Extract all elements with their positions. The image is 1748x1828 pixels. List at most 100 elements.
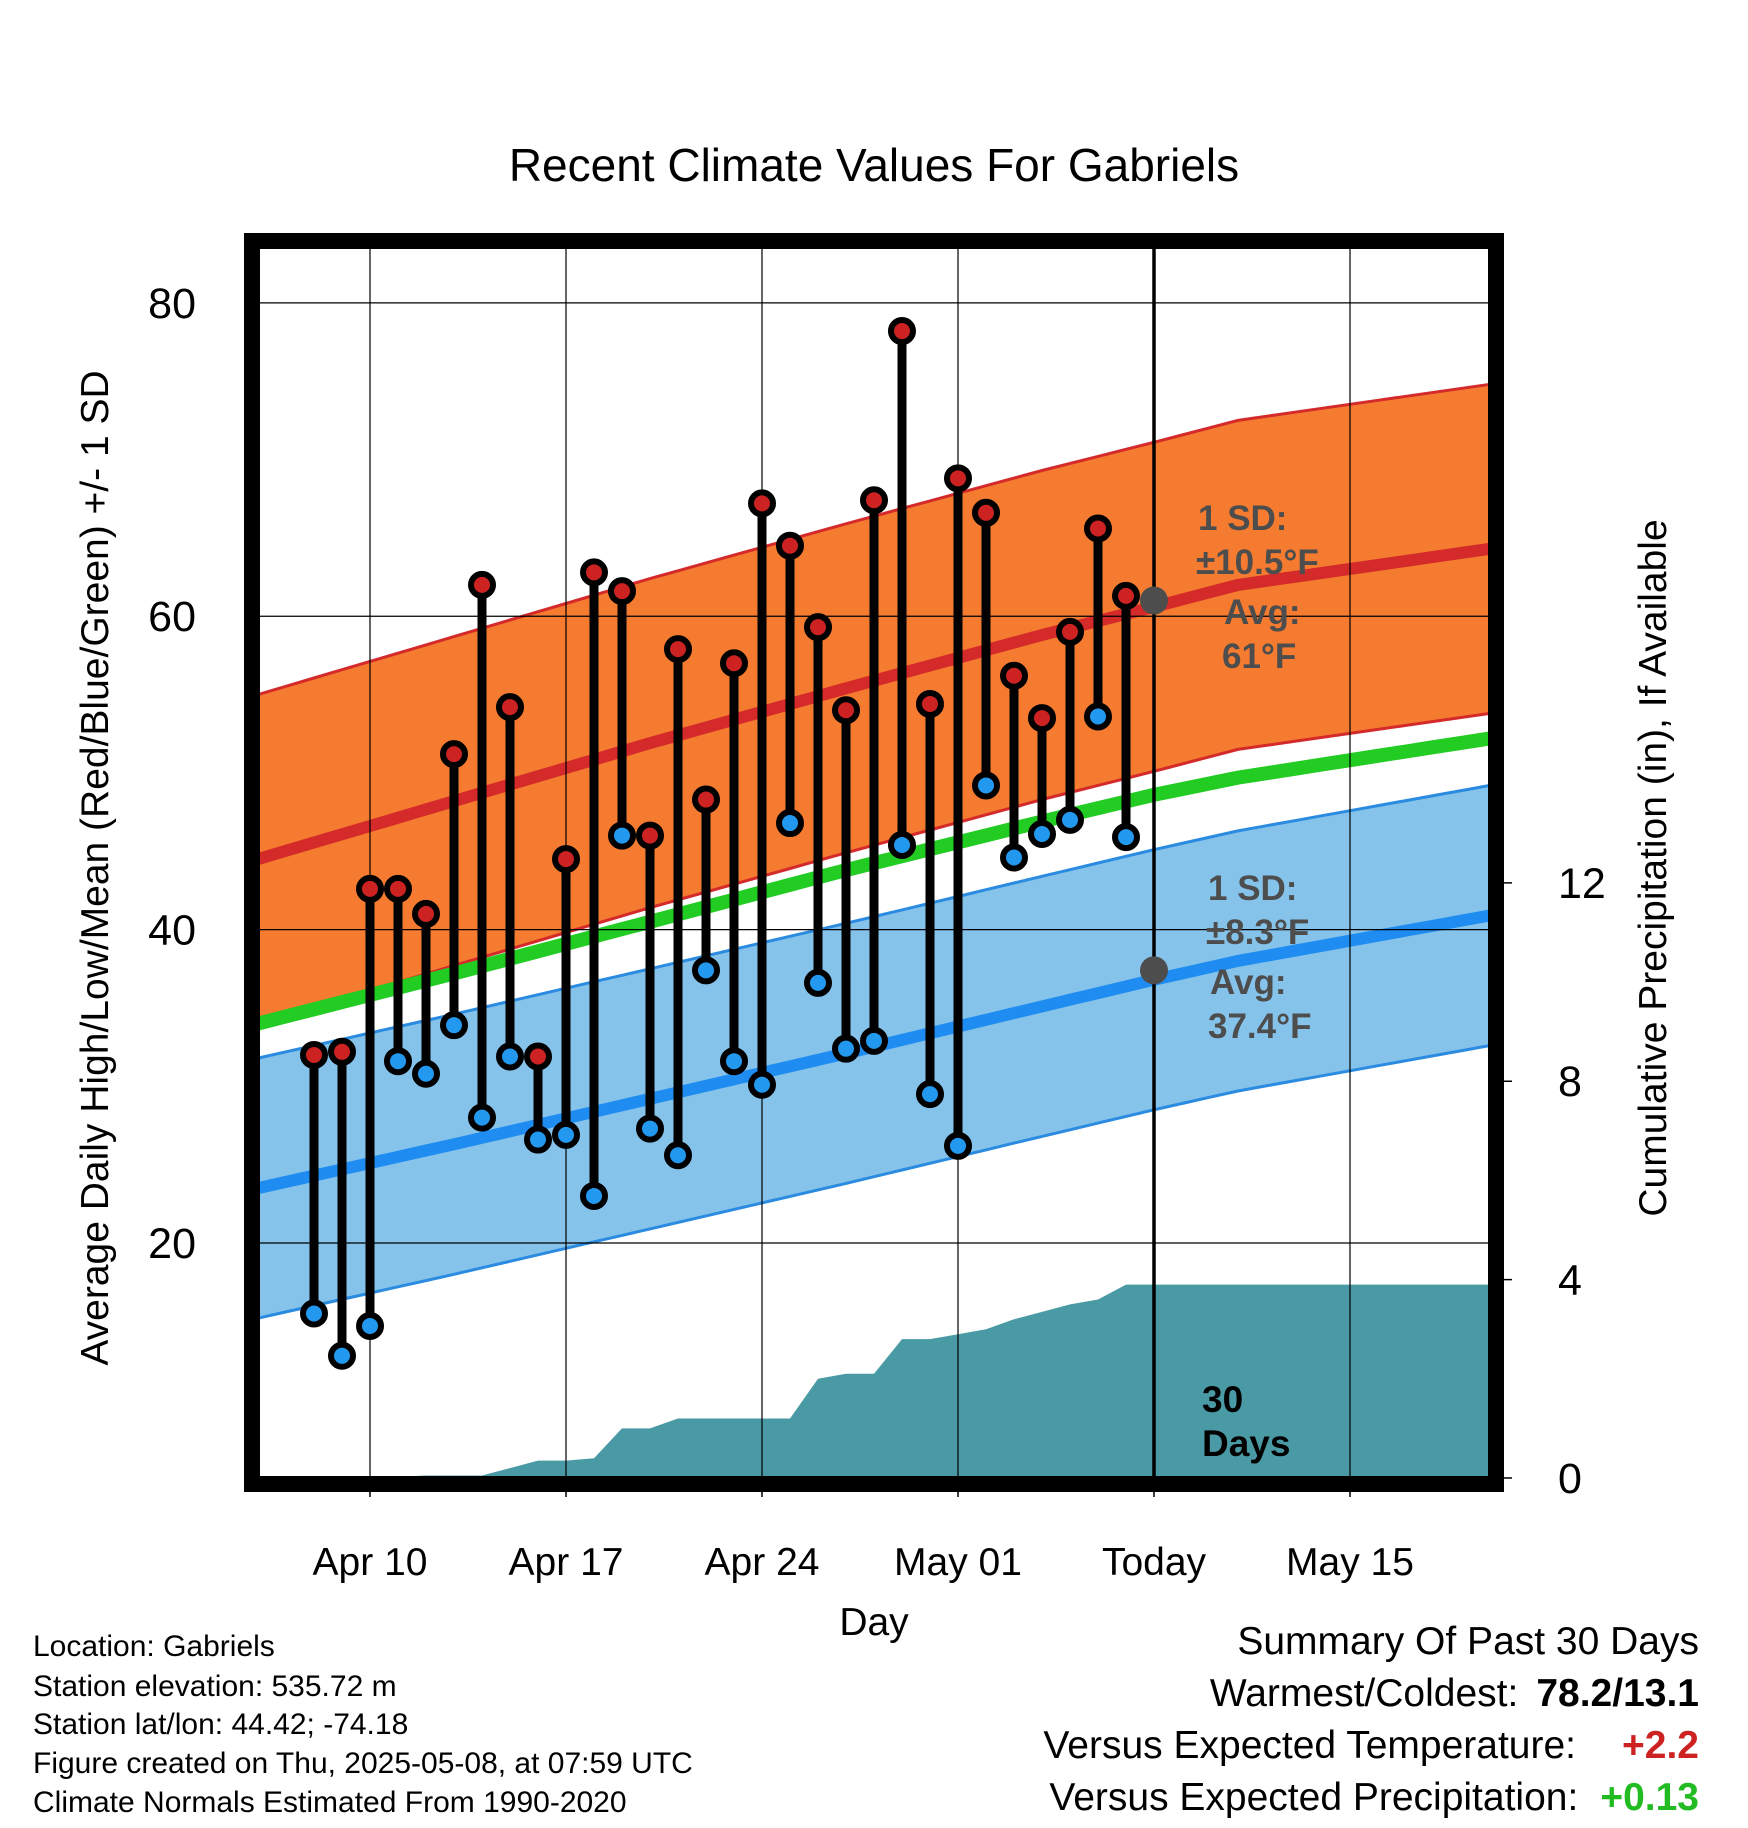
daily-low-point [328, 1341, 356, 1370]
low-avg-label: Avg: [1210, 963, 1286, 1002]
y-tick-label-right: 0 [1558, 1455, 1582, 1503]
precipitation-area [258, 1284, 1490, 1478]
daily-high-point [328, 1037, 356, 1066]
y-tick-label-right: 8 [1558, 1058, 1582, 1106]
axis-ticks: 20 40 60 80 0 4 8 12 Apr 10 Apr 17 Apr 24 May 01 Tod… [148, 280, 1606, 1584]
daily-low-point [748, 1070, 776, 1099]
plot-frame [244, 233, 1504, 1492]
daily-range-bars [309, 331, 1131, 1356]
daily-high-point [804, 613, 832, 642]
daily-high-point [748, 489, 776, 518]
daily-low-point [468, 1103, 496, 1132]
daily-high-point [916, 689, 944, 718]
y-tick-label-left: 20 [148, 1220, 196, 1268]
daily-high-point [524, 1042, 552, 1071]
daily-low-point [776, 809, 804, 838]
summary-temperature: Versus Expected Temperature: +2.2 [1043, 1724, 1699, 1768]
precip-value: +0.13 [1600, 1776, 1699, 1819]
daily-high-point [1056, 617, 1084, 646]
warm-cold-label: Warmest/Coldest: [1209, 1672, 1519, 1715]
daily-high-point [664, 635, 692, 664]
daily-low-point [692, 956, 720, 985]
daily-low-point [972, 771, 1000, 800]
summary-precipitation: Versus Expected Precipitation: +0.13 [1049, 1776, 1699, 1820]
normals-period: Climate Normals Estimated From 1990-2020 [33, 1786, 627, 1819]
daily-high-point [300, 1040, 328, 1069]
period-unit: Days [1202, 1423, 1290, 1464]
y-tick-label-left: 60 [148, 593, 196, 641]
daily-high-point [692, 785, 720, 814]
daily-high-point [552, 845, 580, 874]
daily-high-point [636, 821, 664, 850]
chart-title: Recent Climate Values For Gabriels [509, 139, 1239, 191]
y-axis-label-left: Average Daily High/Low/Mean (Red/Blue/Gr… [74, 370, 117, 1365]
warm-cold-value: 78.2/13.1 [1536, 1672, 1699, 1715]
daily-high-point [1028, 704, 1056, 733]
y-tick-label-left: 40 [148, 907, 196, 955]
daily-low-point [384, 1047, 412, 1076]
x-tick-label: May 01 [894, 1541, 1022, 1584]
daily-high-point [944, 464, 972, 493]
x-axis-label: Day [839, 1601, 909, 1644]
daily-high-point [832, 696, 860, 725]
daily-high-point [580, 558, 608, 587]
precip-label: Versus Expected Precipitation: [1049, 1776, 1579, 1819]
daily-high-point [720, 649, 748, 678]
x-tick-label: Today [1102, 1541, 1207, 1584]
daily-temperature-points [300, 317, 1140, 1370]
daily-low-point [888, 830, 916, 859]
temp-value: +2.2 [1622, 1724, 1699, 1767]
summary-warm-cold: Warmest/Coldest: 78.2/13.1 [1210, 1672, 1699, 1716]
plot-border [244, 233, 1504, 1492]
y-tick-label-right: 4 [1558, 1257, 1582, 1305]
high-sd-label: 1 SD: [1198, 499, 1287, 538]
today-high-avg-marker [1140, 586, 1168, 615]
daily-high-point [776, 531, 804, 560]
daily-low-point [440, 1011, 468, 1040]
x-tick-label: Apr 17 [509, 1541, 624, 1584]
daily-high-point [496, 693, 524, 722]
high-avg-value: 61°F [1222, 637, 1296, 676]
station-latlon: Station lat/lon: 44.42; -74.18 [33, 1708, 409, 1741]
daily-high-point [468, 570, 496, 599]
daily-low-point [832, 1034, 860, 1063]
daily-high-point [1000, 661, 1028, 690]
daily-low-point [412, 1059, 440, 1088]
daily-high-point [384, 874, 412, 903]
daily-low-point [300, 1299, 328, 1328]
temp-label: Versus Expected Temperature: [1043, 1724, 1576, 1767]
daily-high-point [888, 317, 916, 346]
figure-created: Figure created on Thu, 2025-05-08, at 07… [33, 1747, 693, 1780]
daily-low-point [356, 1312, 384, 1341]
low-sd-label: 1 SD: [1208, 869, 1297, 908]
daily-high-point [608, 577, 636, 606]
x-tick-label: Apr 24 [705, 1541, 820, 1584]
precipitation-fill [258, 1284, 1490, 1478]
daily-low-point [804, 968, 832, 997]
daily-low-point [608, 821, 636, 850]
daily-low-point [552, 1120, 580, 1149]
daily-low-point [1028, 820, 1056, 849]
chart-annotations: 1 SD: ±10.5°F Avg: 61°F 1 SD: ±8.3°F Avg: 37.4°… [1140, 499, 1319, 1464]
daily-high-point [860, 486, 888, 515]
daily-low-point [860, 1026, 888, 1055]
daily-low-point [664, 1141, 692, 1170]
daily-high-point [440, 740, 468, 769]
daily-low-point [944, 1131, 972, 1160]
summary-heading-text: Summary Of Past 30 Days [1237, 1620, 1699, 1663]
y-tick-label-right: 12 [1558, 860, 1606, 908]
daily-low-point [580, 1181, 608, 1210]
y-tick-label-left: 80 [148, 280, 196, 328]
daily-high-point [972, 498, 1000, 527]
low-sd-lower-edge [257, 1044, 1491, 1320]
daily-high-point [356, 874, 384, 903]
high-avg-label: Avg: [1224, 593, 1300, 632]
daily-low-point [496, 1042, 524, 1071]
daily-high-point [1112, 581, 1140, 610]
daily-low-point [720, 1047, 748, 1076]
x-tick-label: Apr 10 [313, 1541, 428, 1584]
low-sd-value: ±8.3°F [1206, 913, 1309, 952]
daily-low-point [1000, 843, 1028, 872]
x-tick-label: May 15 [1286, 1541, 1414, 1584]
